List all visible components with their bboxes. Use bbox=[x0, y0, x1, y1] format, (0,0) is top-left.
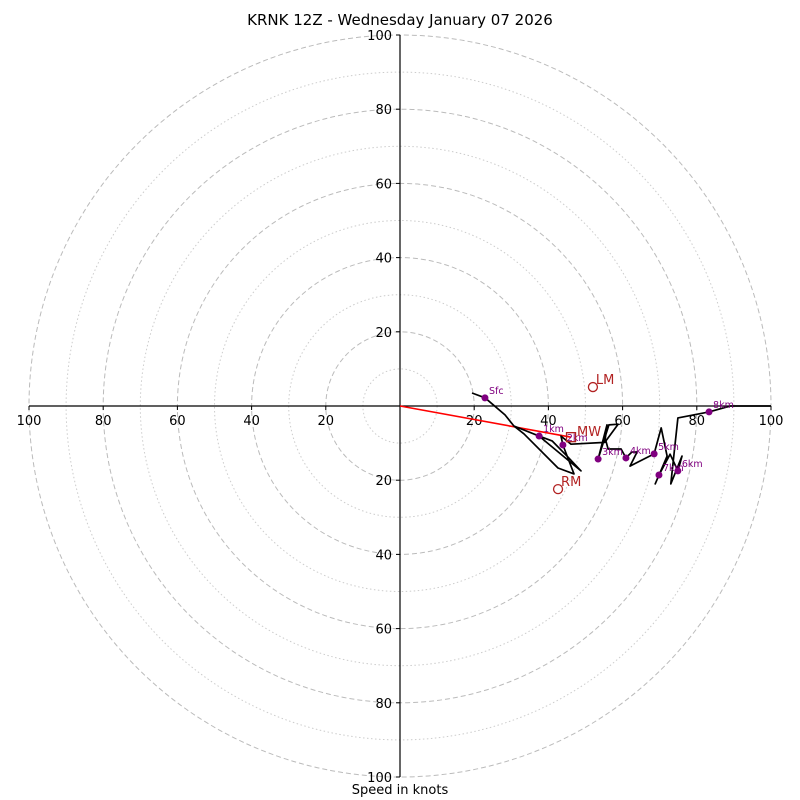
height-marker-1km bbox=[535, 432, 543, 440]
x-tick-label: 60 bbox=[614, 414, 631, 429]
y-tick-label: 60 bbox=[375, 177, 392, 192]
height-label-3km: 3km bbox=[602, 447, 623, 458]
y-tick-label: 20 bbox=[375, 326, 392, 341]
height-label-5km: 5km bbox=[658, 442, 679, 453]
left-mover-marker bbox=[587, 381, 599, 393]
height-label-4km: 4km bbox=[630, 446, 651, 457]
height-marker-7km bbox=[655, 471, 663, 479]
height-marker-2km bbox=[559, 441, 567, 449]
height-label-8km: 8km bbox=[713, 400, 734, 411]
height-label-7km: 7km bbox=[663, 463, 684, 474]
height-marker-3km bbox=[594, 455, 602, 463]
x-tick-label: 100 bbox=[17, 414, 42, 429]
height-label-sfc: Sfc bbox=[489, 386, 504, 397]
right-mover-label: RM bbox=[561, 475, 581, 490]
height-marker-5km bbox=[650, 450, 658, 458]
height-label-1km: 1km bbox=[543, 424, 564, 435]
mean-wind-label: MW bbox=[577, 425, 601, 440]
x-tick-label: 60 bbox=[169, 414, 186, 429]
y-tick-label: 100 bbox=[367, 771, 392, 786]
height-marker-sfc bbox=[481, 394, 489, 402]
y-tick-label: 100 bbox=[367, 29, 392, 44]
tick-labels: 100 80 60 40 20 20 40 60 80 100 100 80 60 40 20 20 40 60 8… bbox=[17, 29, 784, 786]
left-mover-label: LM bbox=[596, 373, 614, 388]
mean-wind-line-group bbox=[399, 405, 572, 438]
x-tick-label: 20 bbox=[318, 414, 335, 429]
mean-wind-line bbox=[399, 405, 572, 438]
x-tick-label: 80 bbox=[95, 414, 112, 429]
storm-motion-markers: LM RM MW bbox=[552, 373, 614, 495]
x-tick-label: 40 bbox=[243, 414, 260, 429]
y-tick-label: 60 bbox=[375, 623, 392, 638]
height-label-2km: 2km bbox=[567, 433, 588, 444]
y-tick-label: 40 bbox=[375, 252, 392, 267]
hodograph-line bbox=[471, 392, 771, 485]
height-marker-8km bbox=[705, 408, 713, 416]
mean-wind-marker bbox=[565, 432, 577, 443]
hodograph-line-group bbox=[471, 392, 771, 485]
y-tick-label: 20 bbox=[375, 474, 392, 489]
height-marker-4km bbox=[622, 454, 630, 462]
x-tick-label: 20 bbox=[466, 414, 483, 429]
height-label-6km: 6km bbox=[682, 459, 703, 470]
y-tick-label: 40 bbox=[375, 548, 392, 563]
right-mover-marker bbox=[552, 483, 564, 495]
x-tick-label: 80 bbox=[689, 414, 706, 429]
y-tick-label: 80 bbox=[375, 697, 392, 712]
x-axis-label: Speed in knots bbox=[351, 783, 449, 798]
height-marker-6km bbox=[674, 467, 682, 475]
x-tick-label: 40 bbox=[540, 414, 557, 429]
x-tick-label: 100 bbox=[759, 414, 784, 429]
y-tick-label: 80 bbox=[375, 103, 392, 118]
chart-title: KRNK 12Z - Wednesday January 07 2026 bbox=[247, 11, 553, 29]
